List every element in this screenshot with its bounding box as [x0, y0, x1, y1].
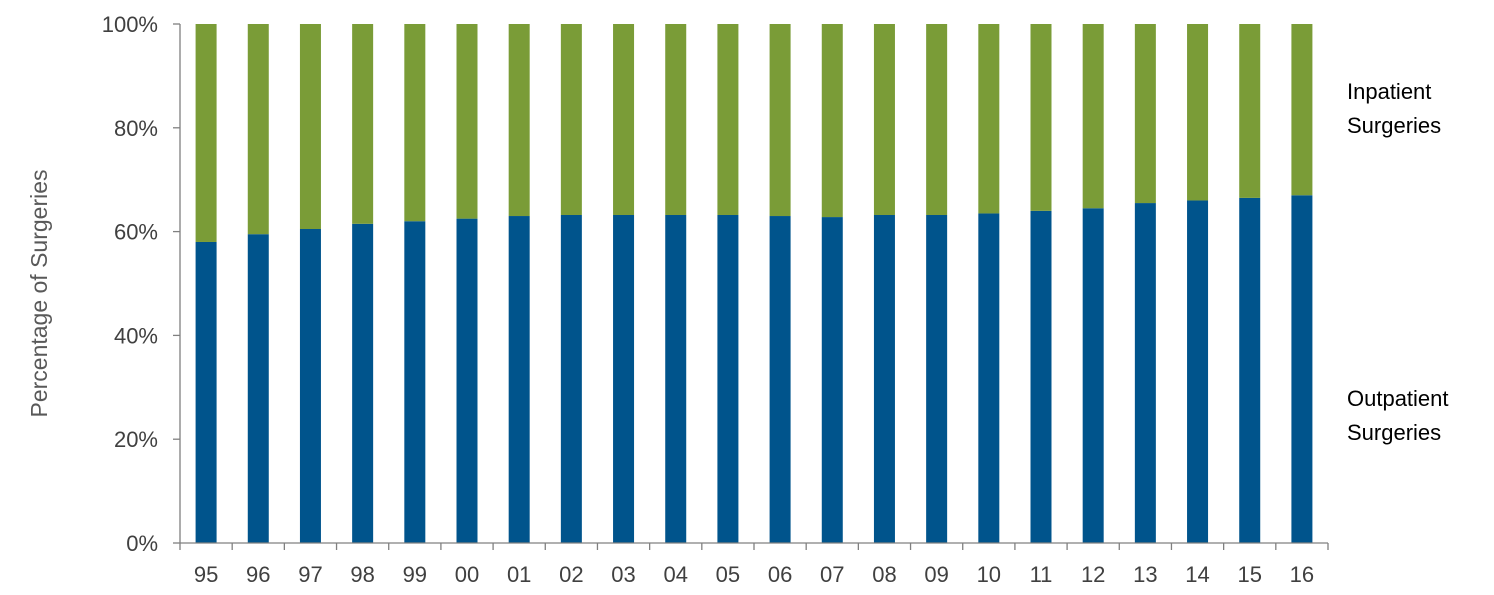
outpatient-bar-12	[1082, 208, 1104, 543]
inpatient-bar-10	[978, 24, 1000, 214]
outpatient-bar-11	[1030, 210, 1052, 543]
x-tick-label: 95	[194, 562, 218, 587]
outpatient-bar-08	[873, 214, 895, 544]
outpatient-bar-15	[1239, 197, 1261, 543]
outpatient-bar-03	[613, 214, 635, 544]
outpatient-bar-16	[1291, 195, 1313, 543]
outpatient-bar-95	[195, 241, 217, 544]
x-tick-label: 07	[820, 562, 844, 587]
outpatient-bar-10	[978, 213, 1000, 543]
x-tick-label: 96	[246, 562, 270, 587]
x-tick-label: 04	[663, 562, 687, 587]
inpatient-bar-09	[926, 24, 948, 215]
inpatient-bar-03	[613, 24, 635, 215]
y-tick-label: 40%	[114, 323, 158, 348]
outpatient-bar-02	[560, 214, 582, 544]
inpatient-bar-95	[195, 24, 217, 242]
inpatient-series-label-line-1: Inpatient	[1347, 79, 1431, 104]
y-tick-label: 80%	[114, 116, 158, 141]
inpatient-bar-00	[456, 24, 478, 219]
outpatient-bar-09	[926, 214, 948, 544]
inpatient-series-label-line-2: Surgeries	[1347, 113, 1441, 138]
outpatient-bar-14	[1187, 200, 1209, 543]
bars-group	[195, 24, 1313, 544]
x-tick-label: 11	[1030, 562, 1053, 587]
x-tick-label: 15	[1237, 562, 1261, 587]
inpatient-bar-06	[769, 24, 791, 217]
inpatient-bar-11	[1030, 24, 1052, 211]
inpatient-bar-08	[873, 24, 895, 215]
outpatient-bar-06	[769, 216, 791, 543]
y-tick-label: 0%	[126, 531, 158, 556]
outpatient-bar-97	[299, 229, 321, 543]
x-tick-label: 13	[1133, 562, 1157, 587]
inpatient-bar-04	[665, 24, 687, 215]
x-tick-label: 14	[1185, 562, 1209, 587]
x-tick-label: 08	[872, 562, 896, 587]
series-labels-group: Outpatient Surgeries Inpatient Surgeries	[1347, 79, 1449, 445]
x-tick-label: 09	[924, 562, 948, 587]
inpatient-bar-97	[299, 24, 321, 229]
inpatient-bar-16	[1291, 24, 1313, 196]
outpatient-bar-13	[1134, 203, 1156, 543]
x-tick-label: 16	[1290, 562, 1314, 587]
x-tick-label: 02	[559, 562, 583, 587]
inpatient-bar-15	[1239, 24, 1261, 198]
y-axis-title: Percentage of Surgeries	[26, 169, 52, 417]
x-tick-label: 98	[350, 562, 374, 587]
inpatient-bar-14	[1187, 24, 1209, 201]
inpatient-bar-01	[508, 24, 530, 217]
outpatient-bar-05	[717, 214, 739, 544]
outpatient-bar-01	[508, 216, 530, 543]
x-tick-label: 97	[298, 562, 322, 587]
x-tick-label: 00	[455, 562, 479, 587]
x-tick-label: 10	[977, 562, 1001, 587]
x-tick-label: 12	[1081, 562, 1105, 587]
x-tick-label: 01	[507, 562, 531, 587]
outpatient-bar-98	[352, 223, 374, 543]
y-tick-label: 60%	[114, 220, 158, 245]
outpatient-bar-04	[665, 214, 687, 544]
inpatient-bar-98	[352, 24, 374, 224]
outpatient-series-label-line-1: Outpatient	[1347, 386, 1449, 411]
inpatient-bar-12	[1082, 24, 1104, 209]
inpatient-bar-99	[404, 24, 426, 222]
inpatient-bar-02	[560, 24, 582, 215]
inpatient-bar-07	[821, 24, 843, 218]
outpatient-bar-96	[247, 234, 269, 543]
x-tick-label: 03	[611, 562, 635, 587]
inpatient-bar-96	[247, 24, 269, 235]
y-tick-label: 100%	[102, 12, 158, 37]
x-tick-label: 06	[768, 562, 792, 587]
inpatient-bar-05	[717, 24, 739, 215]
inpatient-bar-13	[1134, 24, 1156, 204]
x-tick-label: 05	[716, 562, 740, 587]
outpatient-bar-07	[821, 217, 843, 543]
tick-labels-group: 0% 20% 40% 60% 80% 100% 95 96 97 98 99 00 01 02 03 04 05…	[102, 12, 1329, 587]
outpatient-series-label-line-2: Surgeries	[1347, 420, 1441, 445]
outpatient-bar-99	[404, 221, 426, 543]
y-tick-label: 20%	[114, 427, 158, 452]
outpatient-bar-00	[456, 218, 478, 544]
x-tick-label: 99	[403, 562, 427, 587]
